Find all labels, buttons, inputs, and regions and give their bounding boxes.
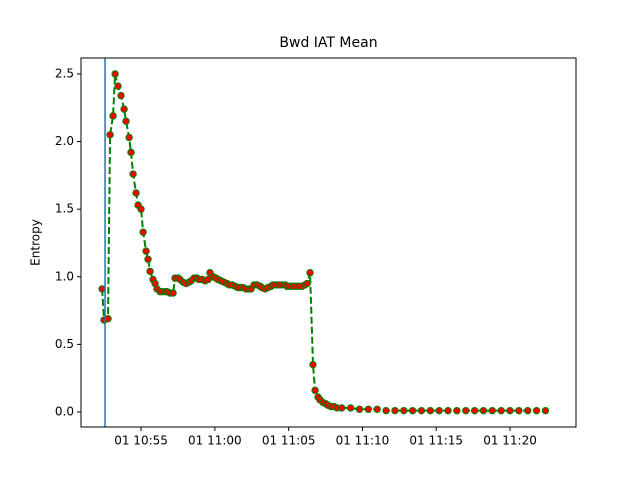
data-point — [355, 405, 364, 413]
data-point — [364, 405, 373, 413]
data-point — [346, 404, 355, 412]
x-tick-label: 01 10:55 — [114, 434, 168, 448]
data-point — [142, 247, 150, 255]
data-point — [338, 404, 346, 412]
data-point — [391, 406, 399, 415]
y-tick-label: 0.0 — [55, 404, 74, 418]
data-point — [373, 405, 381, 413]
data-point — [453, 406, 461, 415]
data-point — [146, 267, 154, 276]
data-point — [444, 406, 452, 415]
y-tick-label: 0.5 — [55, 337, 74, 351]
data-point — [479, 406, 488, 415]
data-point — [303, 279, 311, 288]
data-point — [462, 406, 470, 415]
data-point — [144, 255, 152, 263]
x-tick-label: 01 11:05 — [262, 434, 316, 448]
data-point — [470, 406, 479, 415]
data-point — [488, 406, 497, 415]
y-tick-label: 2.0 — [55, 134, 74, 148]
data-point — [120, 105, 128, 113]
x-tick-label: 01 11:10 — [336, 434, 390, 448]
y-tick-label: 1.5 — [55, 202, 74, 216]
data-point — [400, 406, 408, 415]
data-point — [417, 406, 426, 415]
data-point — [309, 360, 317, 369]
data-point — [169, 289, 177, 297]
data-point — [524, 406, 532, 415]
data-point — [139, 228, 147, 236]
data-point — [132, 189, 140, 197]
data-point — [382, 406, 390, 415]
data-point — [117, 91, 125, 100]
data-point — [311, 386, 319, 395]
chart-title: Bwd IAT Mean — [279, 35, 377, 51]
y-axis-label: Entropy — [29, 219, 43, 266]
data-point — [137, 205, 145, 213]
data-point — [109, 112, 117, 120]
y-tick-label: 1.0 — [55, 269, 74, 283]
axes-frame — [80, 57, 577, 428]
data-point — [306, 269, 314, 277]
data-point — [111, 70, 119, 78]
data-point — [515, 406, 523, 415]
data-point — [106, 131, 114, 139]
data-point — [426, 406, 435, 415]
data-point — [125, 133, 133, 142]
data-point — [122, 117, 130, 125]
data-point — [541, 406, 550, 415]
data-point — [435, 406, 443, 415]
data-point — [408, 406, 417, 415]
y-tick-label: 2.5 — [55, 66, 74, 80]
data-point — [129, 170, 137, 178]
data-point — [532, 406, 541, 415]
x-tick-label: 01 11:00 — [188, 434, 242, 448]
data-point — [114, 82, 122, 90]
data-point — [506, 406, 514, 415]
x-tick-label: 01 11:20 — [483, 434, 537, 448]
x-tick-label: 01 11:15 — [409, 434, 463, 448]
data-point — [497, 406, 505, 415]
data-point — [127, 148, 135, 157]
